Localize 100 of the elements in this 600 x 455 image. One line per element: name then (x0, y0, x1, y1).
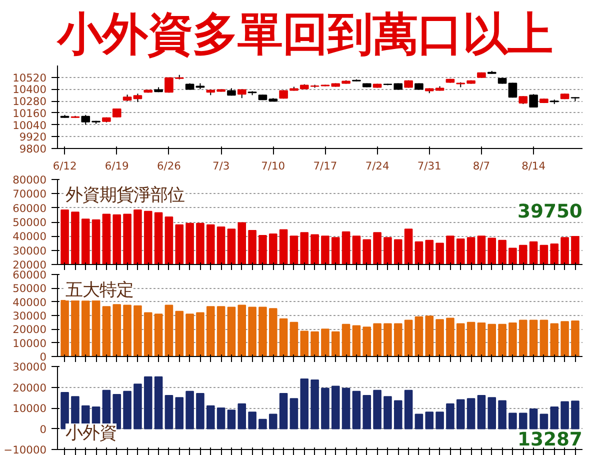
bar (352, 325, 361, 356)
bar (529, 408, 538, 430)
x-tick-label: 6/19 (104, 160, 130, 172)
bar (216, 306, 226, 356)
bar (258, 418, 267, 430)
bar (477, 395, 486, 430)
bar (436, 319, 444, 356)
bar (384, 323, 392, 356)
bar (446, 318, 454, 356)
bar (175, 397, 184, 430)
candlestick (529, 94, 538, 108)
bar (227, 306, 236, 356)
bar (373, 390, 382, 430)
bar (362, 395, 372, 430)
bar (404, 390, 413, 430)
bar (571, 400, 580, 430)
bar (540, 320, 548, 356)
bar (196, 312, 204, 356)
bar (196, 392, 204, 430)
bar (394, 400, 402, 430)
bar (560, 321, 569, 356)
bar (498, 324, 506, 356)
bar (186, 314, 194, 356)
bar (466, 398, 476, 430)
bar (384, 396, 392, 430)
x-tick-label: 7/3 (212, 160, 230, 172)
bar (279, 392, 288, 430)
y-tick-label: 30000 (12, 310, 47, 322)
bar (102, 306, 111, 356)
bar (466, 322, 476, 356)
chart-title: 五大特定 (66, 280, 134, 300)
bar (164, 304, 174, 356)
x-tick-label: 6/12 (52, 160, 77, 172)
bar (134, 305, 142, 356)
y-tick-label: 60000 (12, 202, 47, 215)
bar (154, 314, 163, 356)
bar (550, 323, 559, 356)
bar (123, 304, 132, 356)
bar (446, 403, 454, 430)
bar (342, 324, 350, 356)
y-tick-label: 30000 (12, 244, 47, 258)
bar (268, 308, 278, 356)
bar (238, 304, 246, 356)
bar (571, 320, 580, 356)
bar (134, 384, 142, 430)
bar (352, 390, 361, 430)
bar (216, 408, 226, 430)
bar (373, 323, 382, 356)
x-tick-label: 6/26 (156, 160, 182, 172)
bar (404, 320, 413, 356)
y-tick-label: 10520 (12, 71, 47, 84)
bar (248, 306, 256, 356)
bar (436, 412, 444, 430)
y-tick-label: 10000 (12, 402, 47, 415)
bar (498, 400, 506, 430)
bar (154, 376, 163, 430)
bar (518, 320, 528, 356)
y-tick-label: −10000 (4, 444, 47, 455)
y-tick-label: 10040 (12, 118, 47, 132)
bar (342, 388, 350, 430)
bar (300, 378, 309, 430)
bar (290, 322, 298, 356)
bar (508, 412, 517, 430)
bar (310, 331, 319, 356)
bar (112, 304, 122, 356)
bar (488, 397, 496, 430)
chart-title: 小外資多單回到萬口以上 (56, 8, 552, 60)
bar (331, 386, 340, 430)
y-tick-label: 50000 (12, 282, 47, 296)
bar (456, 399, 465, 430)
y-tick-label: 0 (40, 422, 47, 436)
y-tick-label: 20000 (12, 323, 47, 336)
y-tick-label: 50000 (12, 216, 47, 229)
bar (488, 324, 496, 356)
bar (362, 326, 372, 356)
bar (560, 401, 569, 430)
y-tick-label: 30000 (12, 360, 47, 374)
chart-title: 外資期貨淨部位 (66, 186, 184, 206)
bar (206, 306, 215, 356)
bar (279, 318, 288, 356)
y-tick-label: 80000 (12, 174, 47, 186)
bar (331, 331, 340, 356)
y-tick-label: 10000 (12, 336, 47, 350)
bar (425, 412, 434, 430)
bar (300, 330, 309, 356)
y-tick-label: 20000 (12, 258, 47, 272)
x-tick-label: 7/24 (365, 160, 390, 172)
x-tick-label: 7/31 (417, 160, 442, 172)
bar (144, 376, 152, 430)
y-tick-label: 9920 (19, 130, 47, 144)
bar (186, 390, 194, 430)
bar (144, 312, 152, 356)
bar (414, 414, 424, 430)
bar (123, 390, 132, 430)
bar (550, 406, 559, 430)
y-tick-label: 9800 (19, 142, 47, 156)
bar (164, 395, 174, 430)
x-tick-label: 7/17 (313, 160, 338, 172)
bar (71, 299, 80, 356)
y-tick-label: 10160 (12, 106, 47, 120)
